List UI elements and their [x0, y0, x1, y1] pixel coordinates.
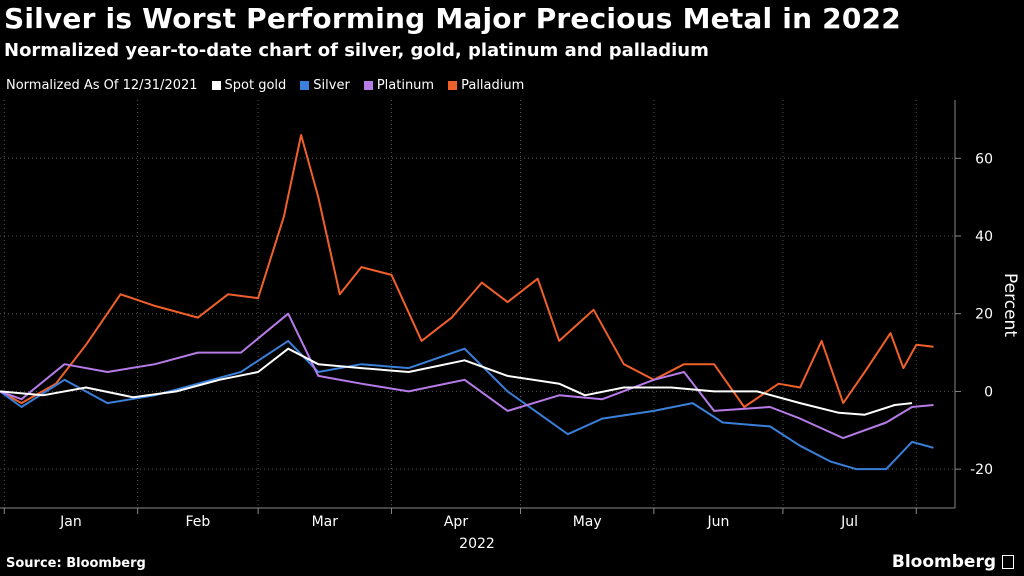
y-tick-label: 60 — [975, 151, 993, 167]
legend-swatch-spot-gold — [211, 81, 221, 90]
y-tick-label: -20 — [970, 462, 993, 478]
legend-label-spot-gold: Spot gold — [224, 78, 287, 93]
x-tick-label: Jul — [840, 514, 858, 530]
y-tick-label: 20 — [975, 307, 993, 323]
x-tick-label: May — [573, 514, 602, 530]
legend-swatch-silver — [300, 81, 310, 90]
legend-label-palladium: Palladium — [461, 78, 525, 93]
x-axis-label: 2022 — [459, 536, 495, 552]
chart-subtitle: Normalized year-to-date chart of silver,… — [4, 40, 709, 61]
x-tick-label: Apr — [444, 514, 468, 530]
legend-label-silver: Silver — [313, 78, 350, 93]
legend-swatch-palladium — [448, 81, 458, 90]
legend-note: Normalized As Of 12/31/2021 — [6, 78, 198, 93]
legend-item-silver: Silver — [300, 78, 350, 93]
chart-title: Silver is Worst Performing Major Preciou… — [4, 2, 901, 35]
x-tick-label: Mar — [312, 514, 339, 530]
legend-label-platinum: Platinum — [376, 78, 435, 93]
brand-mark-icon — [1002, 555, 1014, 569]
series-line-platinum — [0, 312, 934, 440]
y-axis-label: Percent — [1000, 273, 1020, 337]
legend-item-spot-gold: Spot gold — [211, 78, 287, 93]
y-tick-label: 0 — [984, 384, 993, 400]
brand-logo-text: Bloomberg — [891, 552, 996, 572]
x-tick-label: Jun — [706, 514, 729, 530]
source-note: Source: Bloomberg — [6, 556, 146, 571]
y-tick-label: 40 — [975, 229, 993, 245]
series-line-spot-gold — [0, 347, 913, 416]
legend-item-palladium: Palladium — [448, 78, 524, 93]
legend-swatch-platinum — [363, 81, 373, 90]
x-tick-label: Jan — [59, 514, 82, 530]
legend-item-platinum: Platinum — [363, 78, 435, 93]
series-line-palladium — [0, 134, 934, 408]
x-tick-label: Feb — [185, 514, 210, 530]
legend: Normalized As Of 12/31/2021 Spot gold Si… — [6, 78, 524, 93]
